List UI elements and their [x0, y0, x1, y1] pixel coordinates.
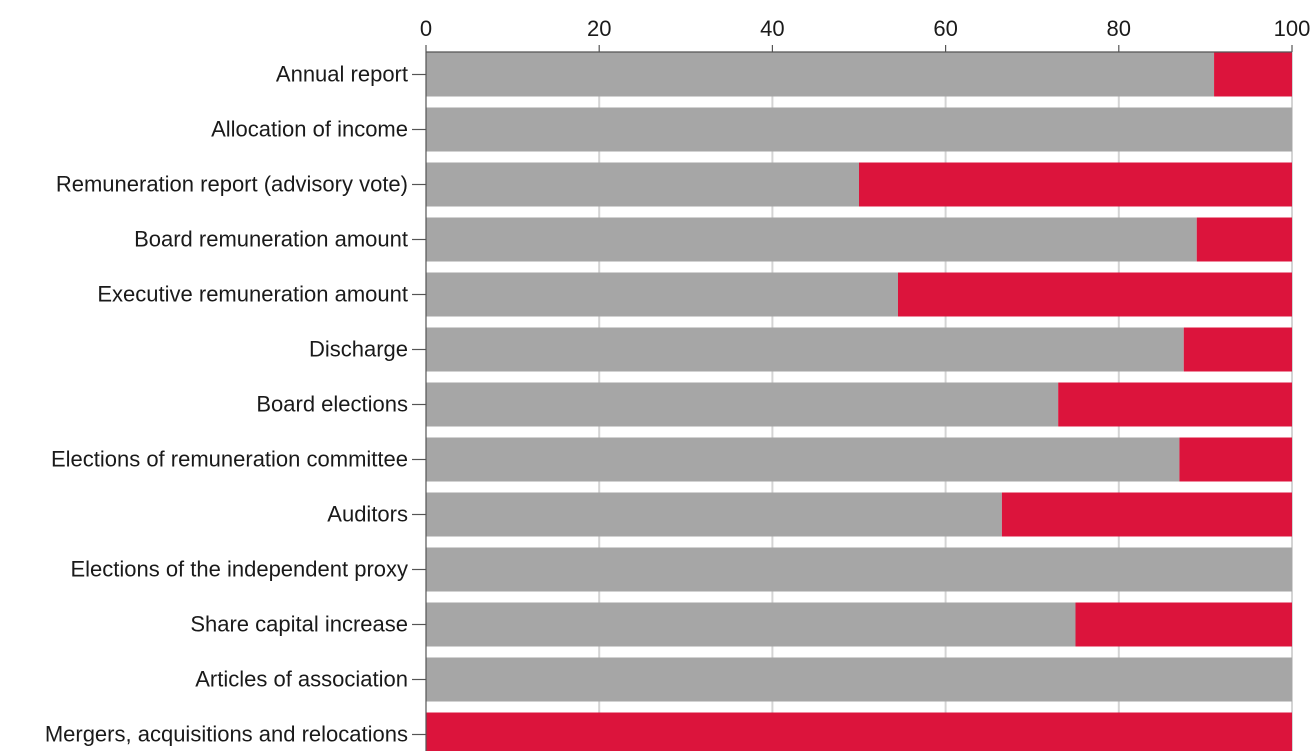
category-label: Board elections	[256, 392, 408, 417]
x-tick-label: 20	[587, 16, 611, 41]
bar-segment-gray	[426, 327, 1184, 372]
bar-segment-red	[859, 162, 1292, 207]
category-label: Elections of remuneration committee	[51, 447, 408, 472]
bar-segment-gray	[426, 272, 898, 317]
bar-segment-gray	[426, 437, 1180, 482]
x-tick-label: 40	[760, 16, 784, 41]
bars	[426, 52, 1292, 751]
axes	[412, 45, 1293, 751]
bar-segment-gray	[426, 492, 1002, 537]
labels: 0 20 40 60 80 100 Annual report Allocation of i…	[45, 16, 1311, 747]
bar-segment-red	[426, 712, 1292, 751]
bar-segment-red	[1179, 437, 1292, 482]
category-label: Mergers, acquisitions and relocations	[45, 722, 408, 747]
category-label: Remuneration report (advisory vote)	[56, 172, 408, 197]
bar-segment-red	[1001, 492, 1292, 537]
bar-segment-gray	[426, 547, 1292, 592]
bar-segment-gray	[426, 602, 1076, 647]
bar-segment-red	[1075, 602, 1292, 647]
category-label: Allocation of income	[211, 117, 408, 142]
bar-segment-red	[1058, 382, 1292, 427]
bar-segment-red	[1214, 52, 1292, 97]
bar-segment-gray	[426, 382, 1059, 427]
bar-segment-gray	[426, 162, 859, 207]
category-label: Elections of the independent proxy	[70, 557, 408, 582]
x-tick-label: 60	[933, 16, 957, 41]
category-label: Share capital increase	[190, 612, 408, 637]
bar-segment-red	[897, 272, 1292, 317]
category-label: Auditors	[327, 502, 408, 527]
category-label: Executive remuneration amount	[97, 282, 408, 307]
bar-segment-gray	[426, 657, 1292, 702]
bar-segment-red	[1183, 327, 1292, 372]
category-label: Annual report	[276, 62, 408, 87]
category-label: Articles of association	[195, 667, 408, 692]
category-label: Board remuneration amount	[134, 227, 408, 252]
x-tick-label: 100	[1274, 16, 1311, 41]
bar-segment-red	[1196, 217, 1292, 262]
bar-segment-gray	[426, 52, 1215, 97]
x-tick-label: 0	[420, 16, 432, 41]
x-tick-label: 80	[1107, 16, 1131, 41]
category-label: Discharge	[309, 337, 408, 362]
bar-segment-gray	[426, 107, 1292, 152]
bar-segment-gray	[426, 217, 1197, 262]
